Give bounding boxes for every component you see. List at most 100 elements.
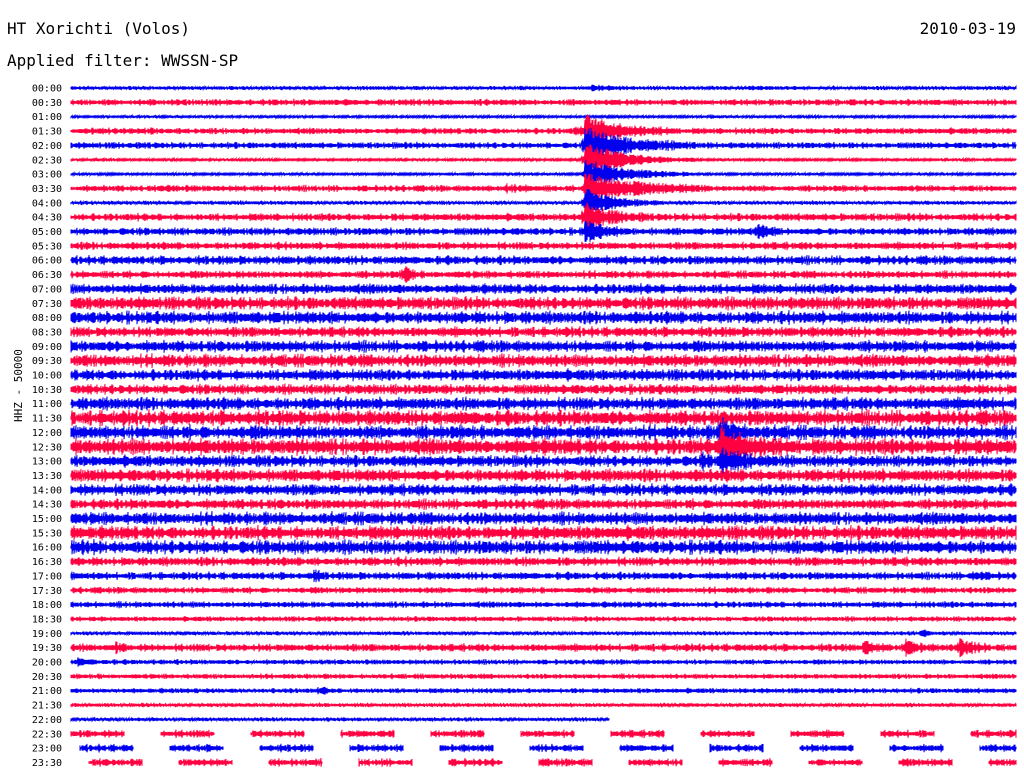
time-label: 01:30 xyxy=(32,127,62,138)
time-label: 01:00 xyxy=(32,112,62,123)
trace-row xyxy=(70,368,1017,382)
time-label: 10:30 xyxy=(32,385,62,396)
channel-label: HHZ - 50000 xyxy=(12,349,25,422)
time-label-group: 00:00 00:30 01:00 01:30 02:00 02:30 03:00 03:30… xyxy=(32,84,62,769)
time-label: 22:00 xyxy=(32,715,62,726)
trace-row xyxy=(70,326,1017,338)
trace-row xyxy=(70,159,1017,189)
trace-row xyxy=(70,189,1017,217)
time-label: 23:00 xyxy=(32,744,62,755)
time-label: 22:30 xyxy=(32,729,62,740)
trace-row xyxy=(70,629,1017,638)
trace-row xyxy=(70,657,1017,667)
trace-row xyxy=(70,686,1017,695)
time-label: 03:00 xyxy=(32,170,62,181)
time-label: 06:30 xyxy=(32,270,62,281)
time-label: 20:00 xyxy=(32,658,62,669)
time-label: 16:00 xyxy=(32,543,62,554)
time-label: 17:00 xyxy=(32,571,62,582)
trace-row xyxy=(70,241,1017,251)
trace-row xyxy=(70,638,1017,658)
trace-row xyxy=(70,417,1017,448)
trace-row xyxy=(70,310,1017,326)
time-label: 05:00 xyxy=(32,227,62,238)
time-label: 10:00 xyxy=(32,371,62,382)
time-label: 05:30 xyxy=(32,241,62,252)
trace-row xyxy=(70,128,1017,163)
trace-row xyxy=(70,569,1017,583)
trace-row xyxy=(70,615,1017,623)
time-label: 07:30 xyxy=(32,299,62,310)
time-label: 16:30 xyxy=(32,557,62,568)
filter-label: Applied filter: WWSSN-SP xyxy=(7,51,239,70)
time-label: 15:30 xyxy=(32,528,62,539)
trace-row xyxy=(79,743,1017,753)
time-label: 11:00 xyxy=(32,399,62,410)
trace-row xyxy=(70,539,1017,556)
trace-row xyxy=(70,113,1017,120)
station-title: HT Xorichti (Volos) xyxy=(7,19,191,38)
time-label: 09:30 xyxy=(32,356,62,367)
time-label: 08:30 xyxy=(32,327,62,338)
time-label: 13:00 xyxy=(32,457,62,468)
trace-row xyxy=(70,383,1017,396)
trace-row xyxy=(70,339,1017,353)
time-label: 19:30 xyxy=(32,643,62,654)
time-label: 20:30 xyxy=(32,672,62,683)
trace-row xyxy=(70,202,1017,232)
trace-row xyxy=(70,701,1017,709)
trace-group xyxy=(70,84,1017,767)
trace-row xyxy=(70,173,1017,204)
trace-row xyxy=(70,467,1017,483)
time-label: 02:00 xyxy=(32,141,62,152)
time-label: 11:30 xyxy=(32,414,62,425)
time-label: 04:00 xyxy=(32,198,62,209)
trace-row xyxy=(70,586,1017,595)
trace-row xyxy=(70,409,1017,427)
time-label: 14:30 xyxy=(32,500,62,511)
trace-row xyxy=(70,716,610,723)
trace-row xyxy=(70,353,1017,369)
time-label: 12:30 xyxy=(32,442,62,453)
time-label: 17:30 xyxy=(32,586,62,597)
time-label: 00:30 xyxy=(32,98,62,109)
trace-row xyxy=(70,282,1017,295)
date-label: 2010-03-19 xyxy=(919,19,1016,38)
trace-row xyxy=(70,498,1017,511)
time-label: 12:00 xyxy=(32,428,62,439)
trace-row xyxy=(70,524,1017,542)
time-label: 02:30 xyxy=(32,155,62,166)
trace-row xyxy=(70,98,1017,107)
trace-row xyxy=(70,266,1017,284)
trace-row xyxy=(70,425,1017,469)
trace-row xyxy=(70,600,1017,609)
trace-row xyxy=(70,447,1017,475)
trace-row xyxy=(70,221,1017,242)
time-label: 07:00 xyxy=(32,284,62,295)
trace-row xyxy=(70,483,1017,497)
time-label: 18:00 xyxy=(32,600,62,611)
time-label: 23:30 xyxy=(32,758,62,769)
time-label: 13:30 xyxy=(32,471,62,482)
time-label: 08:00 xyxy=(32,313,62,324)
trace-row xyxy=(70,729,1017,739)
time-label: 21:30 xyxy=(32,701,62,712)
trace-row xyxy=(70,114,1017,148)
time-label: 21:00 xyxy=(32,686,62,697)
trace-row xyxy=(70,84,1017,92)
trace-row xyxy=(70,511,1017,526)
time-label: 18:30 xyxy=(32,614,62,625)
time-label: 03:30 xyxy=(32,184,62,195)
trace-row xyxy=(70,673,1017,680)
trace-row xyxy=(88,758,1017,767)
time-label: 00:00 xyxy=(32,84,62,95)
trace-row xyxy=(70,396,1017,412)
time-label: 15:00 xyxy=(32,514,62,525)
trace-row xyxy=(70,556,1017,567)
time-label: 06:00 xyxy=(32,256,62,267)
trace-row xyxy=(70,255,1017,266)
trace-row xyxy=(70,295,1017,311)
trace-row xyxy=(70,144,1017,176)
time-label: 19:00 xyxy=(32,629,62,640)
